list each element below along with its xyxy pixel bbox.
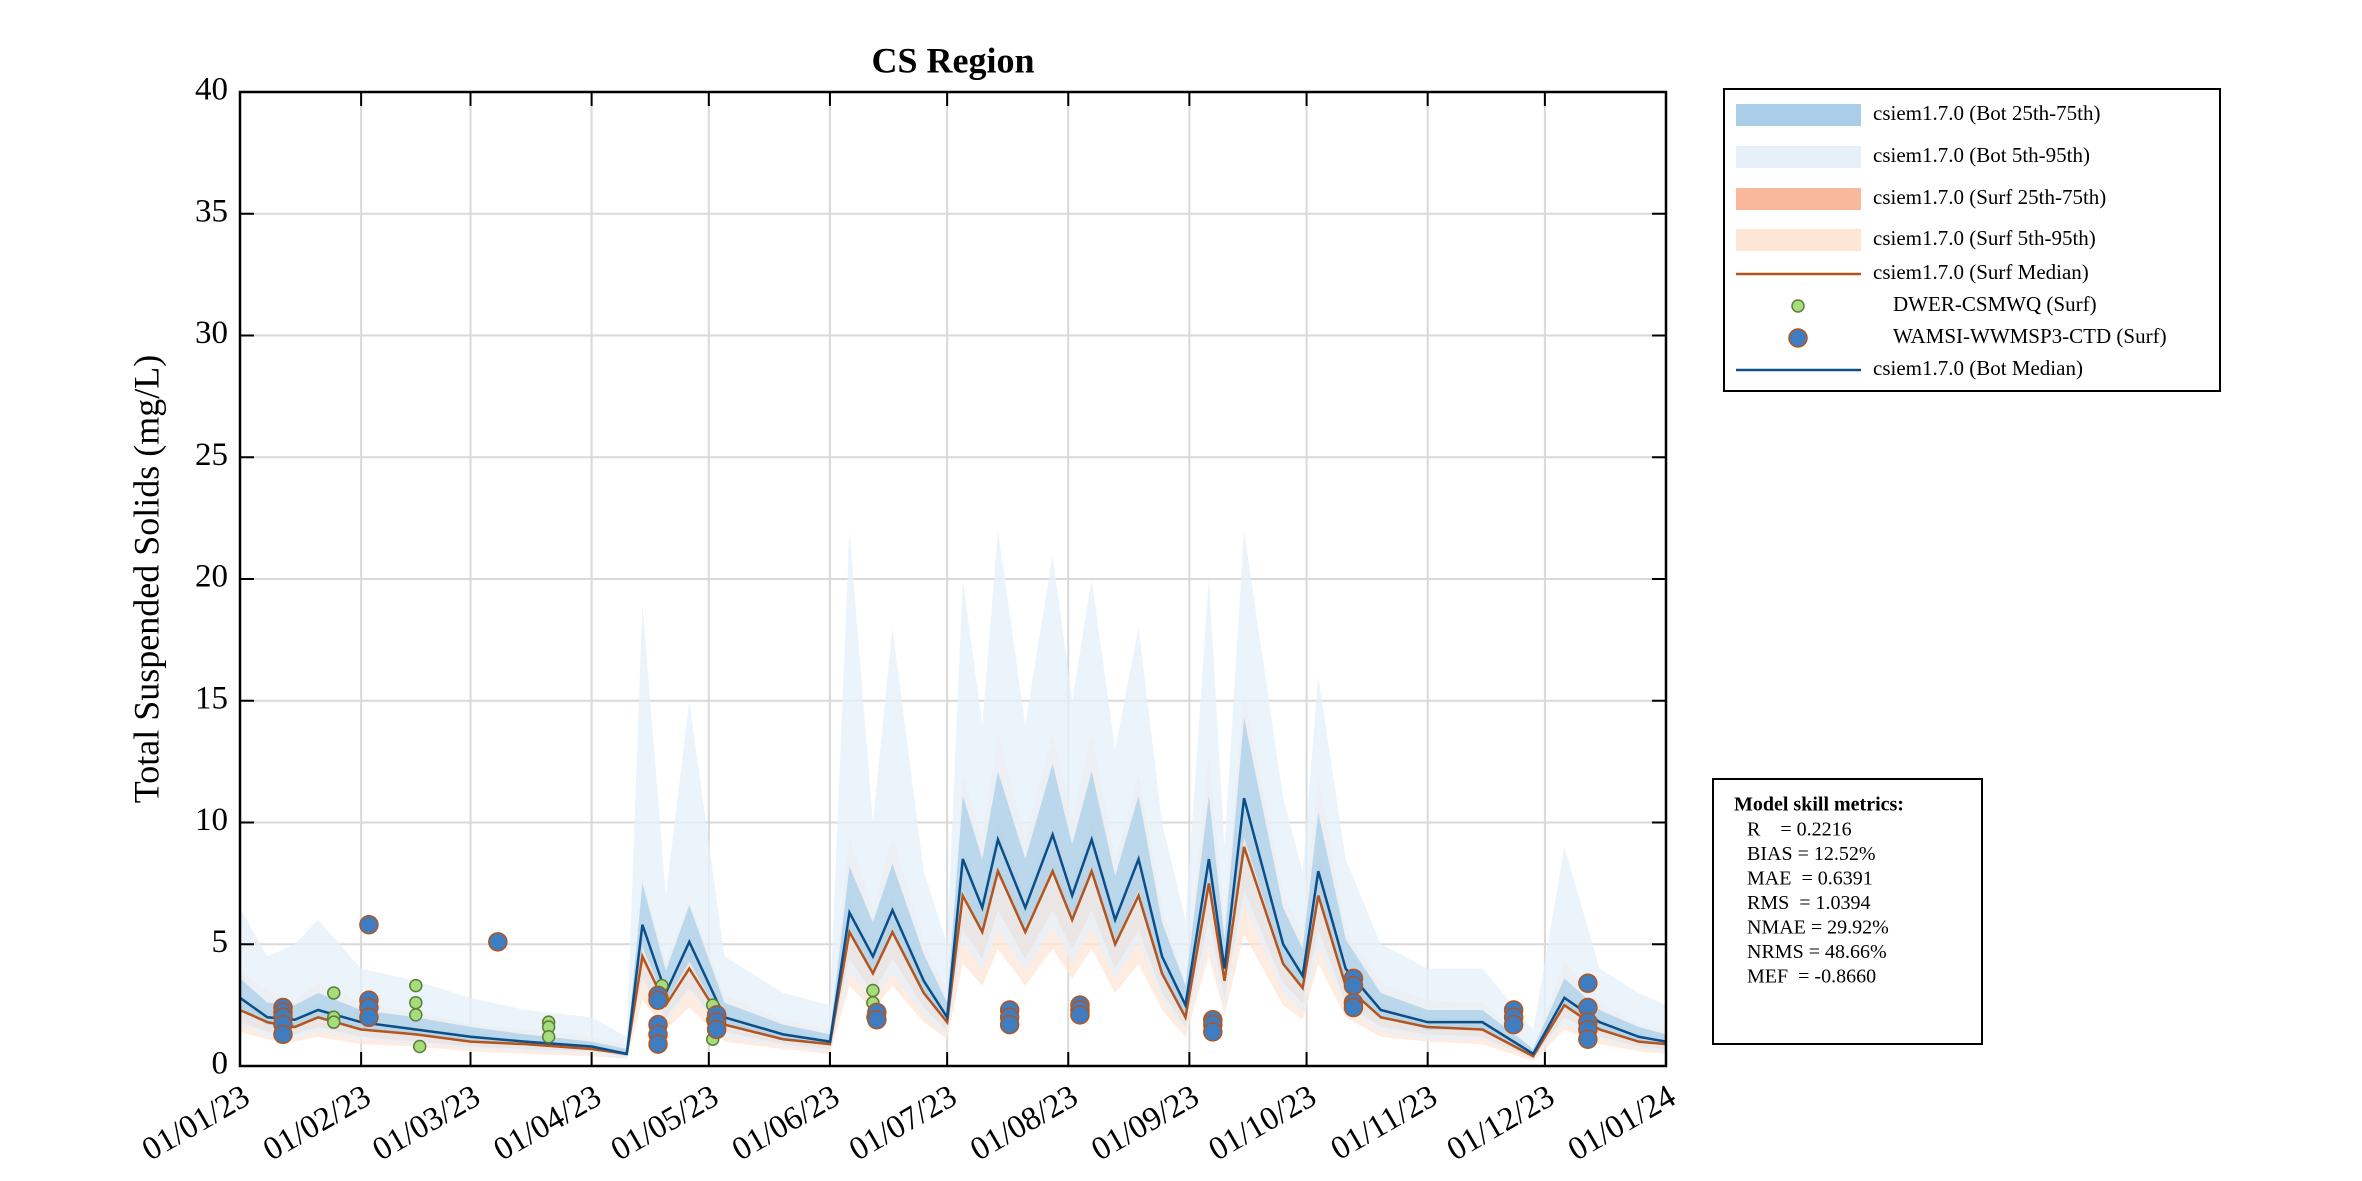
legend-label: csiem1.7.0 (Bot Median) <box>1873 356 2083 380</box>
observation-point <box>866 983 880 998</box>
legend-label: csiem1.7.0 (Surf Median) <box>1873 260 2089 284</box>
skill-title: Model skill metrics: <box>1734 794 1904 816</box>
y-tick-label: 15 <box>195 680 228 716</box>
observation-point <box>541 1030 556 1044</box>
legend-swatch <box>1736 188 1861 210</box>
legend-label: WAMSI-WWMSP3-CTD (Surf) <box>1893 324 2167 348</box>
observation-point <box>409 995 423 1010</box>
y-tick-label: 5 <box>212 924 229 960</box>
legend-label: DWER-CSMWQ (Surf) <box>1893 292 2097 316</box>
legend-label: csiem1.7.0 (Bot 5th-95th) <box>1873 143 2090 167</box>
chart-title: CS Region <box>871 40 1034 80</box>
y-tick-label: 20 <box>195 559 228 595</box>
y-tick-label: 30 <box>195 315 228 351</box>
legend-label: csiem1.7.0 (Bot 25th-75th) <box>1873 101 2100 125</box>
observation-point <box>1578 973 1598 993</box>
observation-point <box>359 1007 379 1028</box>
y-tick-label: 10 <box>195 802 228 838</box>
legend-swatch <box>1736 146 1861 168</box>
skill-line: BIAS = 12.52% <box>1747 843 1876 865</box>
observation-point <box>1070 1005 1090 1025</box>
observation-point <box>409 978 423 993</box>
skill-line: RMS = 1.0394 <box>1747 892 1871 914</box>
observation-point <box>1343 997 1364 1018</box>
legend-swatch <box>1788 328 1808 348</box>
observation-point <box>1203 1022 1223 1042</box>
observation-point <box>867 1009 887 1030</box>
observation-point <box>327 986 341 1000</box>
y-axis-label: Total Suspended Solids (mg/L) <box>126 355 166 803</box>
observation-point <box>409 1008 423 1022</box>
y-tick-label: 40 <box>195 72 228 108</box>
observation-point <box>1343 975 1364 996</box>
observation-point <box>273 1024 293 1045</box>
observation-point <box>488 932 508 952</box>
band <box>240 717 1666 1057</box>
legend-label: csiem1.7.0 (Surf 5th-95th) <box>1873 226 2096 250</box>
observation-point <box>999 1014 1020 1035</box>
legend-swatch <box>1736 229 1861 251</box>
observation-point <box>359 915 379 935</box>
observation-point <box>648 1034 668 1054</box>
skill-line: MEF = -0.8660 <box>1747 966 1876 988</box>
observation-point <box>412 1039 427 1054</box>
skill-box <box>1712 778 1983 1045</box>
y-tick-label: 25 <box>195 437 228 473</box>
legend-swatch <box>1791 299 1805 313</box>
skill-line: MAE = 0.6391 <box>1747 868 1873 890</box>
observation-point <box>1578 1029 1598 1049</box>
legend-label: csiem1.7.0 (Surf 25th-75th) <box>1873 185 2106 209</box>
observation-point <box>706 1019 727 1040</box>
y-tick-label: 35 <box>195 193 228 229</box>
observation-point <box>327 1015 341 1029</box>
skill-line: R = 0.2216 <box>1747 819 1852 841</box>
observation-point <box>1503 1014 1524 1035</box>
y-tick-label: 0 <box>212 1046 229 1082</box>
observation-point <box>648 990 668 1011</box>
legend-swatch <box>1736 104 1861 126</box>
skill-line: NMAE = 29.92% <box>1747 917 1889 939</box>
skill-line: NRMS = 48.66% <box>1747 941 1887 963</box>
